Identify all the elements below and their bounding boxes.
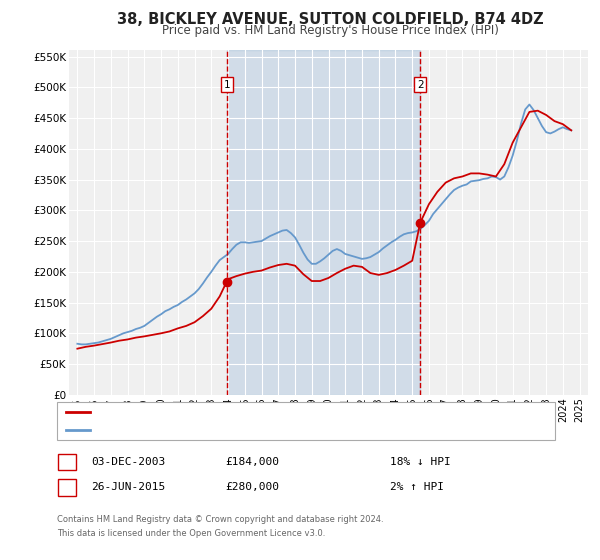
Text: 1: 1 <box>223 80 230 90</box>
Text: 2: 2 <box>417 80 424 90</box>
Bar <box>227 50 420 395</box>
Text: Contains HM Land Registry data © Crown copyright and database right 2024.: Contains HM Land Registry data © Crown c… <box>57 515 383 524</box>
Text: This data is licensed under the Open Government Licence v3.0.: This data is licensed under the Open Gov… <box>57 529 325 538</box>
Text: 1: 1 <box>64 457 71 467</box>
Text: 26-JUN-2015: 26-JUN-2015 <box>91 482 166 492</box>
Text: 2: 2 <box>64 482 71 492</box>
Text: 38, BICKLEY AVENUE, SUTTON COLDFIELD, B74 4DZ: 38, BICKLEY AVENUE, SUTTON COLDFIELD, B7… <box>116 12 544 27</box>
Text: HPI: Average price, detached house, Birmingham: HPI: Average price, detached house, Birm… <box>96 425 353 435</box>
Text: 18% ↓ HPI: 18% ↓ HPI <box>390 457 451 467</box>
Text: £280,000: £280,000 <box>225 482 279 492</box>
Text: 38, BICKLEY AVENUE, SUTTON COLDFIELD, B74 4DZ (detached house): 38, BICKLEY AVENUE, SUTTON COLDFIELD, B7… <box>96 407 461 417</box>
Text: Price paid vs. HM Land Registry's House Price Index (HPI): Price paid vs. HM Land Registry's House … <box>161 24 499 38</box>
Text: 03-DEC-2003: 03-DEC-2003 <box>91 457 166 467</box>
Text: £184,000: £184,000 <box>225 457 279 467</box>
Text: 2% ↑ HPI: 2% ↑ HPI <box>390 482 444 492</box>
